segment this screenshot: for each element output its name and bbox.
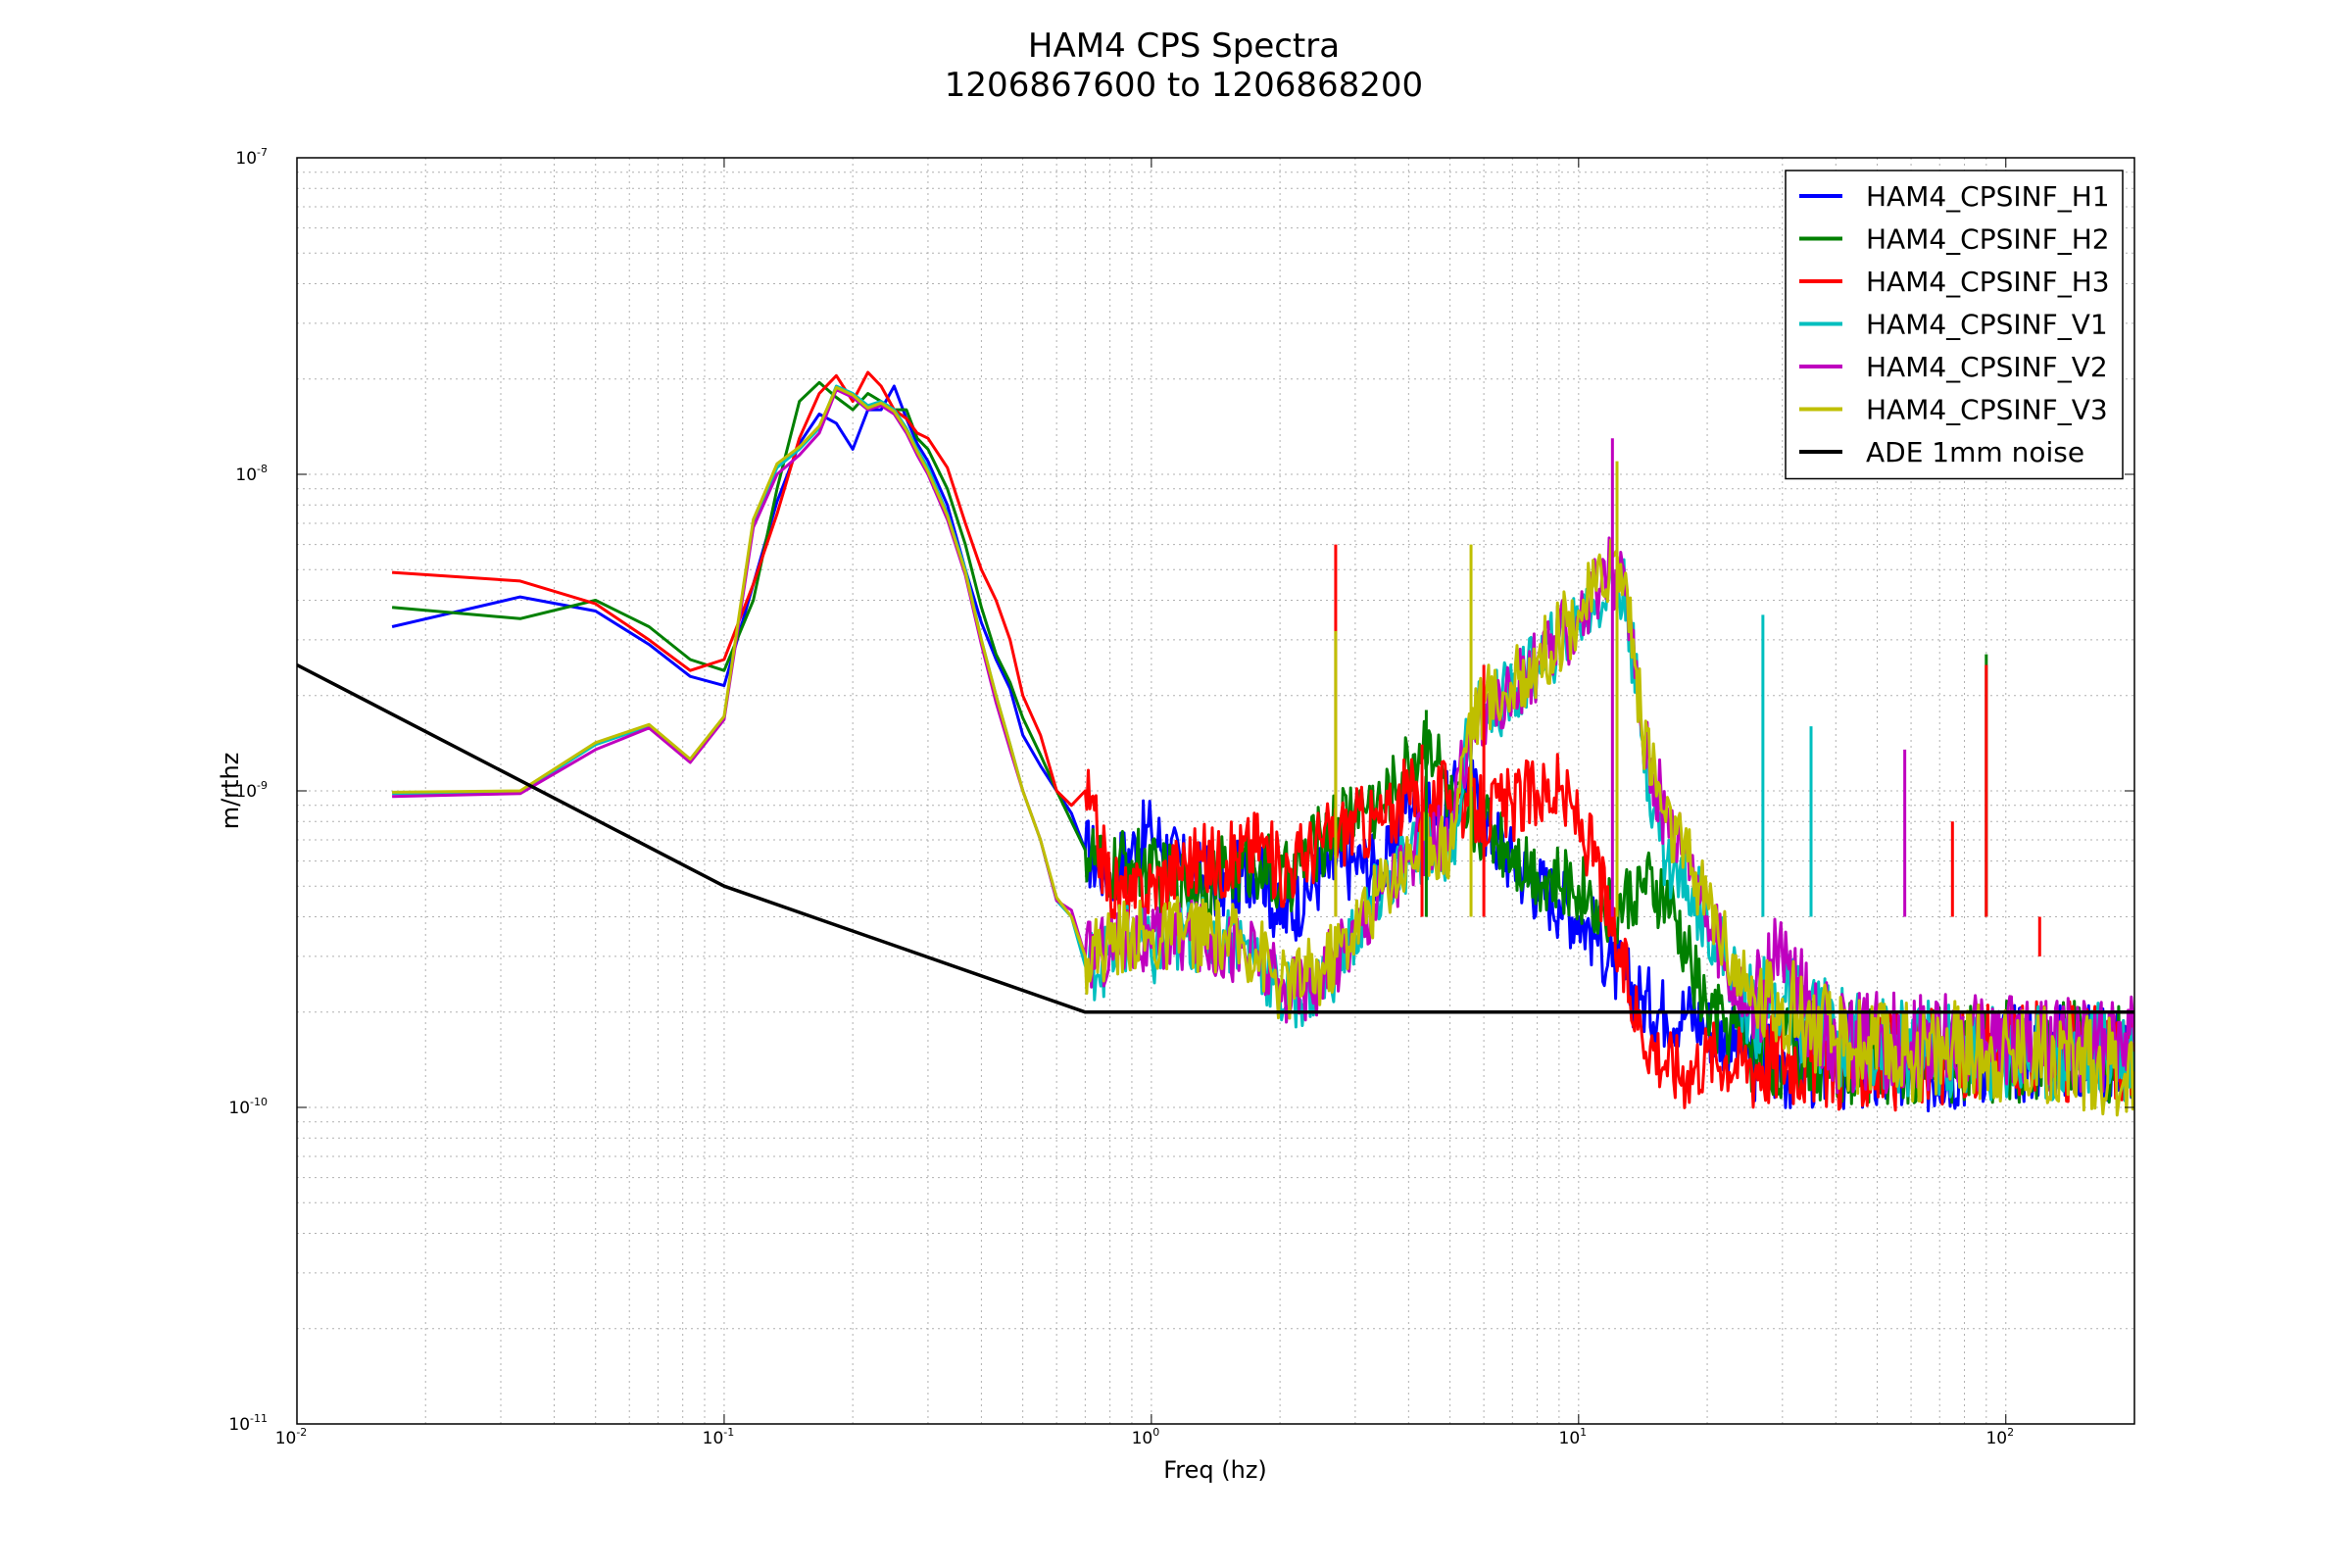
x-axis-label: Freq (hz) xyxy=(1163,1456,1267,1484)
x-tick-label: 10-2 xyxy=(275,1426,308,1448)
legend-label: ADE 1mm noise xyxy=(1866,436,2084,468)
x-tick-label: 100 xyxy=(1132,1426,1160,1448)
chart-subtitle: 1206867600 to 1206868200 xyxy=(945,66,1423,105)
y-tick-label: 10-10 xyxy=(228,1096,268,1118)
series-line-ham4-cpsinf-v2 xyxy=(392,388,2134,1095)
series-line-ade-1mm-noise xyxy=(297,662,2134,1014)
grid xyxy=(296,158,2135,1425)
legend-label: HAM4_CPSINF_H1 xyxy=(1866,180,2110,213)
plot-area xyxy=(297,370,2134,1117)
x-tick-label: 102 xyxy=(1985,1426,2014,1448)
y-tick-label: 10-8 xyxy=(235,463,268,485)
legend-label: HAM4_CPSINF_H3 xyxy=(1866,266,2110,298)
y-tick-label: 10-7 xyxy=(235,146,268,169)
series-line-ham4-cpsinf-v3 xyxy=(392,385,2134,1117)
legend-label: HAM4_CPSINF_V3 xyxy=(1866,394,2108,426)
y-axis-label: m/rthz xyxy=(217,753,244,830)
series-layer xyxy=(297,370,2134,1117)
axis-ticks: 10-2 10-1 100 101 102 10-11 10-10 10-9 10-8 10-7 xyxy=(228,146,2134,1448)
legend-label: HAM4_CPSINF_H2 xyxy=(1866,223,2110,256)
legend-label: HAM4_CPSINF_V1 xyxy=(1866,309,2108,341)
y-tick-label: 10-9 xyxy=(235,779,268,802)
x-tick-label: 10-1 xyxy=(703,1426,735,1448)
legend-label: HAM4_CPSINF_V2 xyxy=(1866,351,2108,383)
x-tick-label: 101 xyxy=(1559,1426,1588,1448)
legend: HAM4_CPSINF_H1 HAM4_CPSINF_H2 HAM4_CPSINF_… xyxy=(1785,170,2124,480)
chart-title: HAM4 CPS Spectra xyxy=(1028,26,1340,66)
y-tick-label: 10-11 xyxy=(228,1412,268,1435)
